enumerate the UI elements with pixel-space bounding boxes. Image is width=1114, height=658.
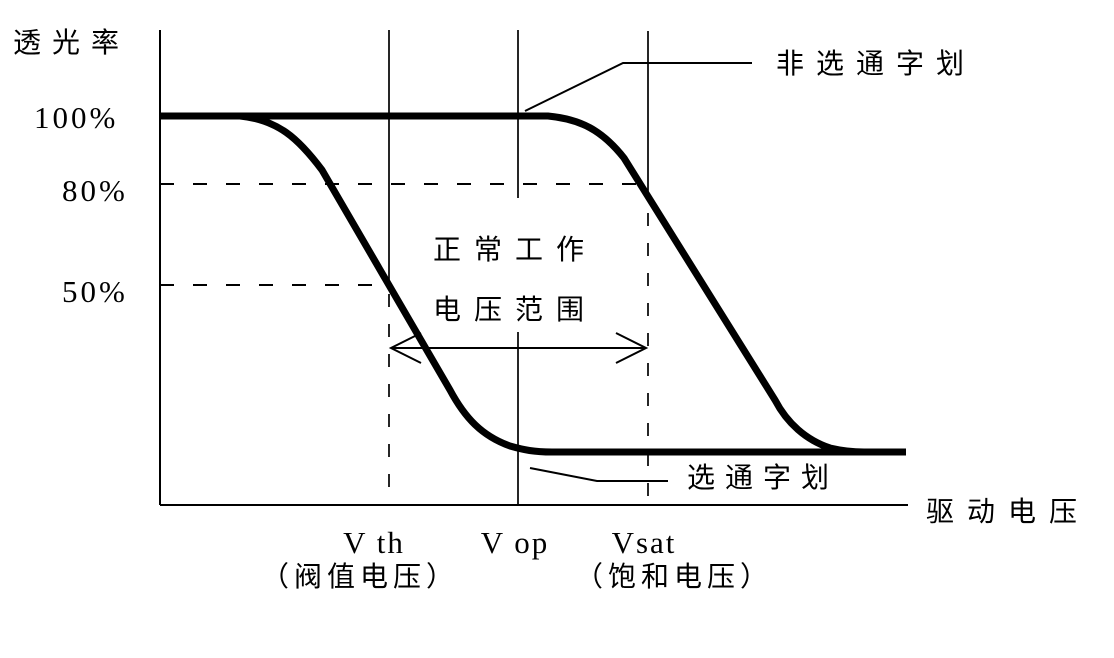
non-selected-segment-curve bbox=[160, 112, 906, 456]
xtick-vop: V op bbox=[480, 525, 550, 560]
xtick-vsat-sublabel: （饱和电压） bbox=[574, 562, 774, 593]
x-axis-title: 驱动电压 bbox=[926, 497, 1091, 528]
ytick-100: 100% bbox=[34, 100, 119, 135]
ytick-80: 80% bbox=[62, 173, 128, 208]
xtick-vsat: Vsat bbox=[611, 525, 677, 560]
y-axis-title: 透光率 bbox=[13, 28, 131, 59]
operating-range-label-line2: 电压范围 bbox=[433, 295, 598, 326]
range-arrowhead-right bbox=[615, 332, 649, 364]
operating-range-label-line1: 正常工作 bbox=[433, 235, 598, 266]
xtick-vth-sublabel: （阀值电压） bbox=[260, 562, 460, 593]
ytick-50: 50% bbox=[62, 274, 128, 309]
xtick-vth: V th bbox=[343, 525, 405, 560]
leader-selected bbox=[529, 467, 668, 482]
non-selected-segment-label: 非选通字划 bbox=[776, 49, 977, 80]
selected-segment-curve bbox=[160, 112, 906, 456]
leader-non-selected bbox=[524, 62, 752, 112]
range-arrowhead-left bbox=[388, 332, 422, 364]
selected-segment-label: 选通字划 bbox=[687, 463, 840, 494]
